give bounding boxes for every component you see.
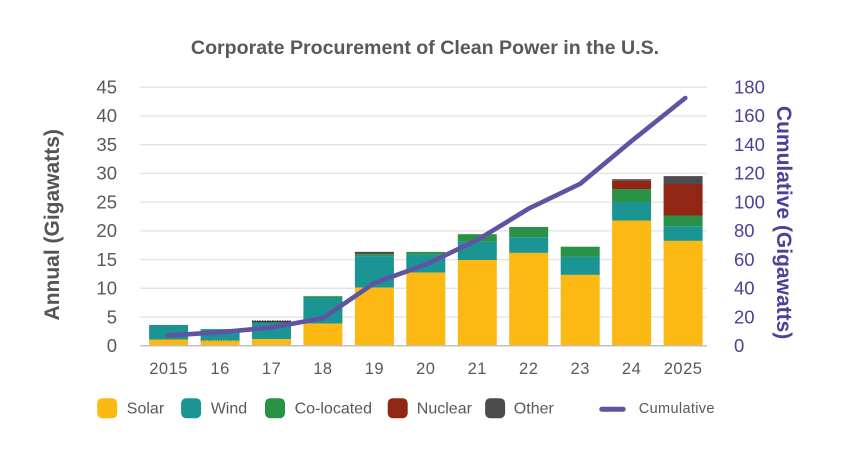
svg-text:45: 45 bbox=[96, 77, 117, 98]
svg-text:30: 30 bbox=[96, 163, 117, 184]
svg-text:20: 20 bbox=[96, 220, 117, 241]
svg-text:20: 20 bbox=[734, 306, 755, 327]
svg-text:10: 10 bbox=[96, 278, 117, 299]
svg-text:23: 23 bbox=[571, 360, 590, 378]
svg-text:35: 35 bbox=[96, 134, 117, 155]
svg-text:180: 180 bbox=[734, 77, 765, 98]
svg-text:Corporate Procurement of Clean: Corporate Procurement of Clean Power in … bbox=[191, 37, 659, 59]
svg-text:19: 19 bbox=[365, 360, 384, 378]
svg-text:2025: 2025 bbox=[664, 360, 703, 378]
svg-text:15: 15 bbox=[96, 249, 117, 270]
svg-text:80: 80 bbox=[734, 220, 755, 241]
svg-text:Cumulative: Cumulative bbox=[639, 401, 715, 417]
svg-text:0: 0 bbox=[107, 335, 117, 356]
svg-text:21: 21 bbox=[468, 360, 487, 378]
svg-text:25: 25 bbox=[96, 191, 117, 212]
svg-text:22: 22 bbox=[519, 360, 538, 378]
svg-text:Wind: Wind bbox=[211, 401, 247, 418]
svg-text:Other: Other bbox=[514, 401, 555, 418]
svg-text:18: 18 bbox=[313, 360, 332, 378]
svg-text:16: 16 bbox=[210, 360, 229, 378]
svg-text:Nuclear: Nuclear bbox=[417, 401, 473, 418]
svg-text:20: 20 bbox=[416, 360, 435, 378]
svg-text:Co-located: Co-located bbox=[295, 401, 372, 418]
svg-text:5: 5 bbox=[107, 306, 117, 327]
svg-text:100: 100 bbox=[734, 191, 765, 212]
svg-text:Annual (Gigawatts): Annual (Gigawatts) bbox=[41, 129, 64, 320]
svg-text:120: 120 bbox=[734, 163, 765, 184]
svg-text:40: 40 bbox=[734, 278, 755, 299]
svg-text:60: 60 bbox=[734, 249, 755, 270]
svg-text:0: 0 bbox=[734, 335, 744, 356]
svg-text:17: 17 bbox=[262, 360, 281, 378]
svg-text:40: 40 bbox=[96, 105, 117, 126]
svg-text:Cumulative (Gigawatts): Cumulative (Gigawatts) bbox=[772, 106, 795, 339]
svg-text:160: 160 bbox=[734, 105, 765, 126]
svg-text:Solar: Solar bbox=[127, 401, 165, 418]
svg-text:140: 140 bbox=[734, 134, 765, 155]
svg-text:2015: 2015 bbox=[149, 360, 188, 378]
svg-text:24: 24 bbox=[622, 360, 641, 378]
